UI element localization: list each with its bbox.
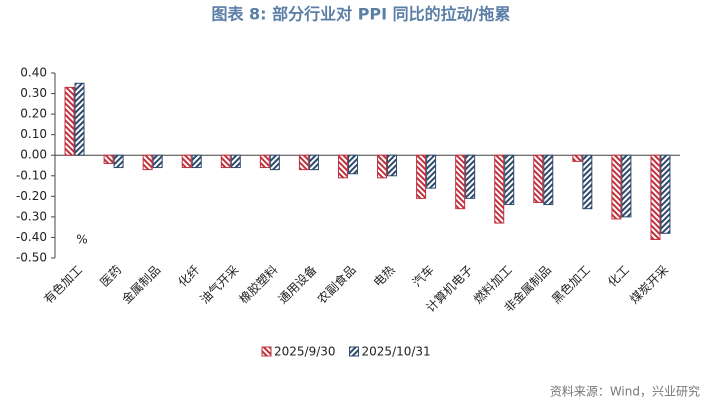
bar <box>650 154 661 241</box>
bar <box>259 154 270 169</box>
y-tick-label: 0.20 <box>20 107 47 121</box>
x-tick-label: 有色加工 <box>41 263 85 307</box>
x-tick-label: 电热 <box>371 263 398 290</box>
bar <box>347 154 358 175</box>
y-tick-label: -0.50 <box>16 251 47 265</box>
bar <box>191 154 202 169</box>
x-tick-label: 黑色加工 <box>549 263 593 307</box>
legend-swatch <box>349 346 360 357</box>
x-tick-label: 汽车 <box>409 262 437 290</box>
legend-label: 2025/10/31 <box>362 345 431 359</box>
bar <box>426 154 437 189</box>
source-note: 资料来源：Wind，兴业研究 <box>550 384 700 399</box>
bar <box>494 154 505 224</box>
bar <box>387 154 398 177</box>
bar <box>74 82 85 156</box>
x-tick-label: 橡胶塑料 <box>236 262 281 307</box>
x-tick-label: 化纤 <box>175 263 202 290</box>
x-tick-label: 化工 <box>605 263 632 290</box>
y-tick-label: 0.30 <box>20 86 47 100</box>
y-tick-label: 0.40 <box>20 66 47 80</box>
x-tick-label: 农副食品 <box>314 262 359 307</box>
bar <box>504 154 515 206</box>
y-tick-label: -0.30 <box>16 209 47 223</box>
bar <box>113 154 124 169</box>
x-tick-label: 油气开采 <box>197 262 242 307</box>
bar <box>181 154 192 169</box>
bar <box>660 154 671 234</box>
bar <box>416 154 427 199</box>
x-tick-label: 医药 <box>97 263 124 290</box>
bar <box>152 154 163 169</box>
x-tick-label: 煤炭开采 <box>627 263 671 307</box>
y-tick-label: -0.20 <box>16 189 47 203</box>
bar <box>220 154 231 169</box>
bar <box>298 154 309 171</box>
legend-label: 2025/9/30 <box>274 345 336 359</box>
y-tick-label: -0.10 <box>16 168 47 182</box>
x-tick-label: 金属制品 <box>119 262 164 307</box>
y-tick-label: -0.40 <box>16 230 47 244</box>
bar <box>455 154 466 210</box>
y-tick-label: 0.00 <box>20 148 47 162</box>
bar <box>64 86 75 156</box>
bar <box>269 154 280 171</box>
bar <box>611 154 622 220</box>
bar <box>465 154 476 199</box>
unit-annotation: % <box>76 233 87 247</box>
bar <box>621 154 632 218</box>
y-tick-label: 0.10 <box>20 127 47 141</box>
bar <box>533 154 544 204</box>
legend-swatch <box>261 346 272 357</box>
x-tick-label: 通用设备 <box>276 263 320 307</box>
bar <box>543 154 554 206</box>
bar <box>377 154 388 179</box>
chart-title: 图表 8: 部分行业对 PPI 同比的拉动/拖累 <box>211 5 510 24</box>
bar <box>572 154 583 162</box>
bar <box>582 154 593 210</box>
bar <box>230 154 241 169</box>
bar <box>337 154 348 179</box>
bar <box>308 154 319 171</box>
bar <box>103 154 114 164</box>
bar <box>142 154 153 171</box>
